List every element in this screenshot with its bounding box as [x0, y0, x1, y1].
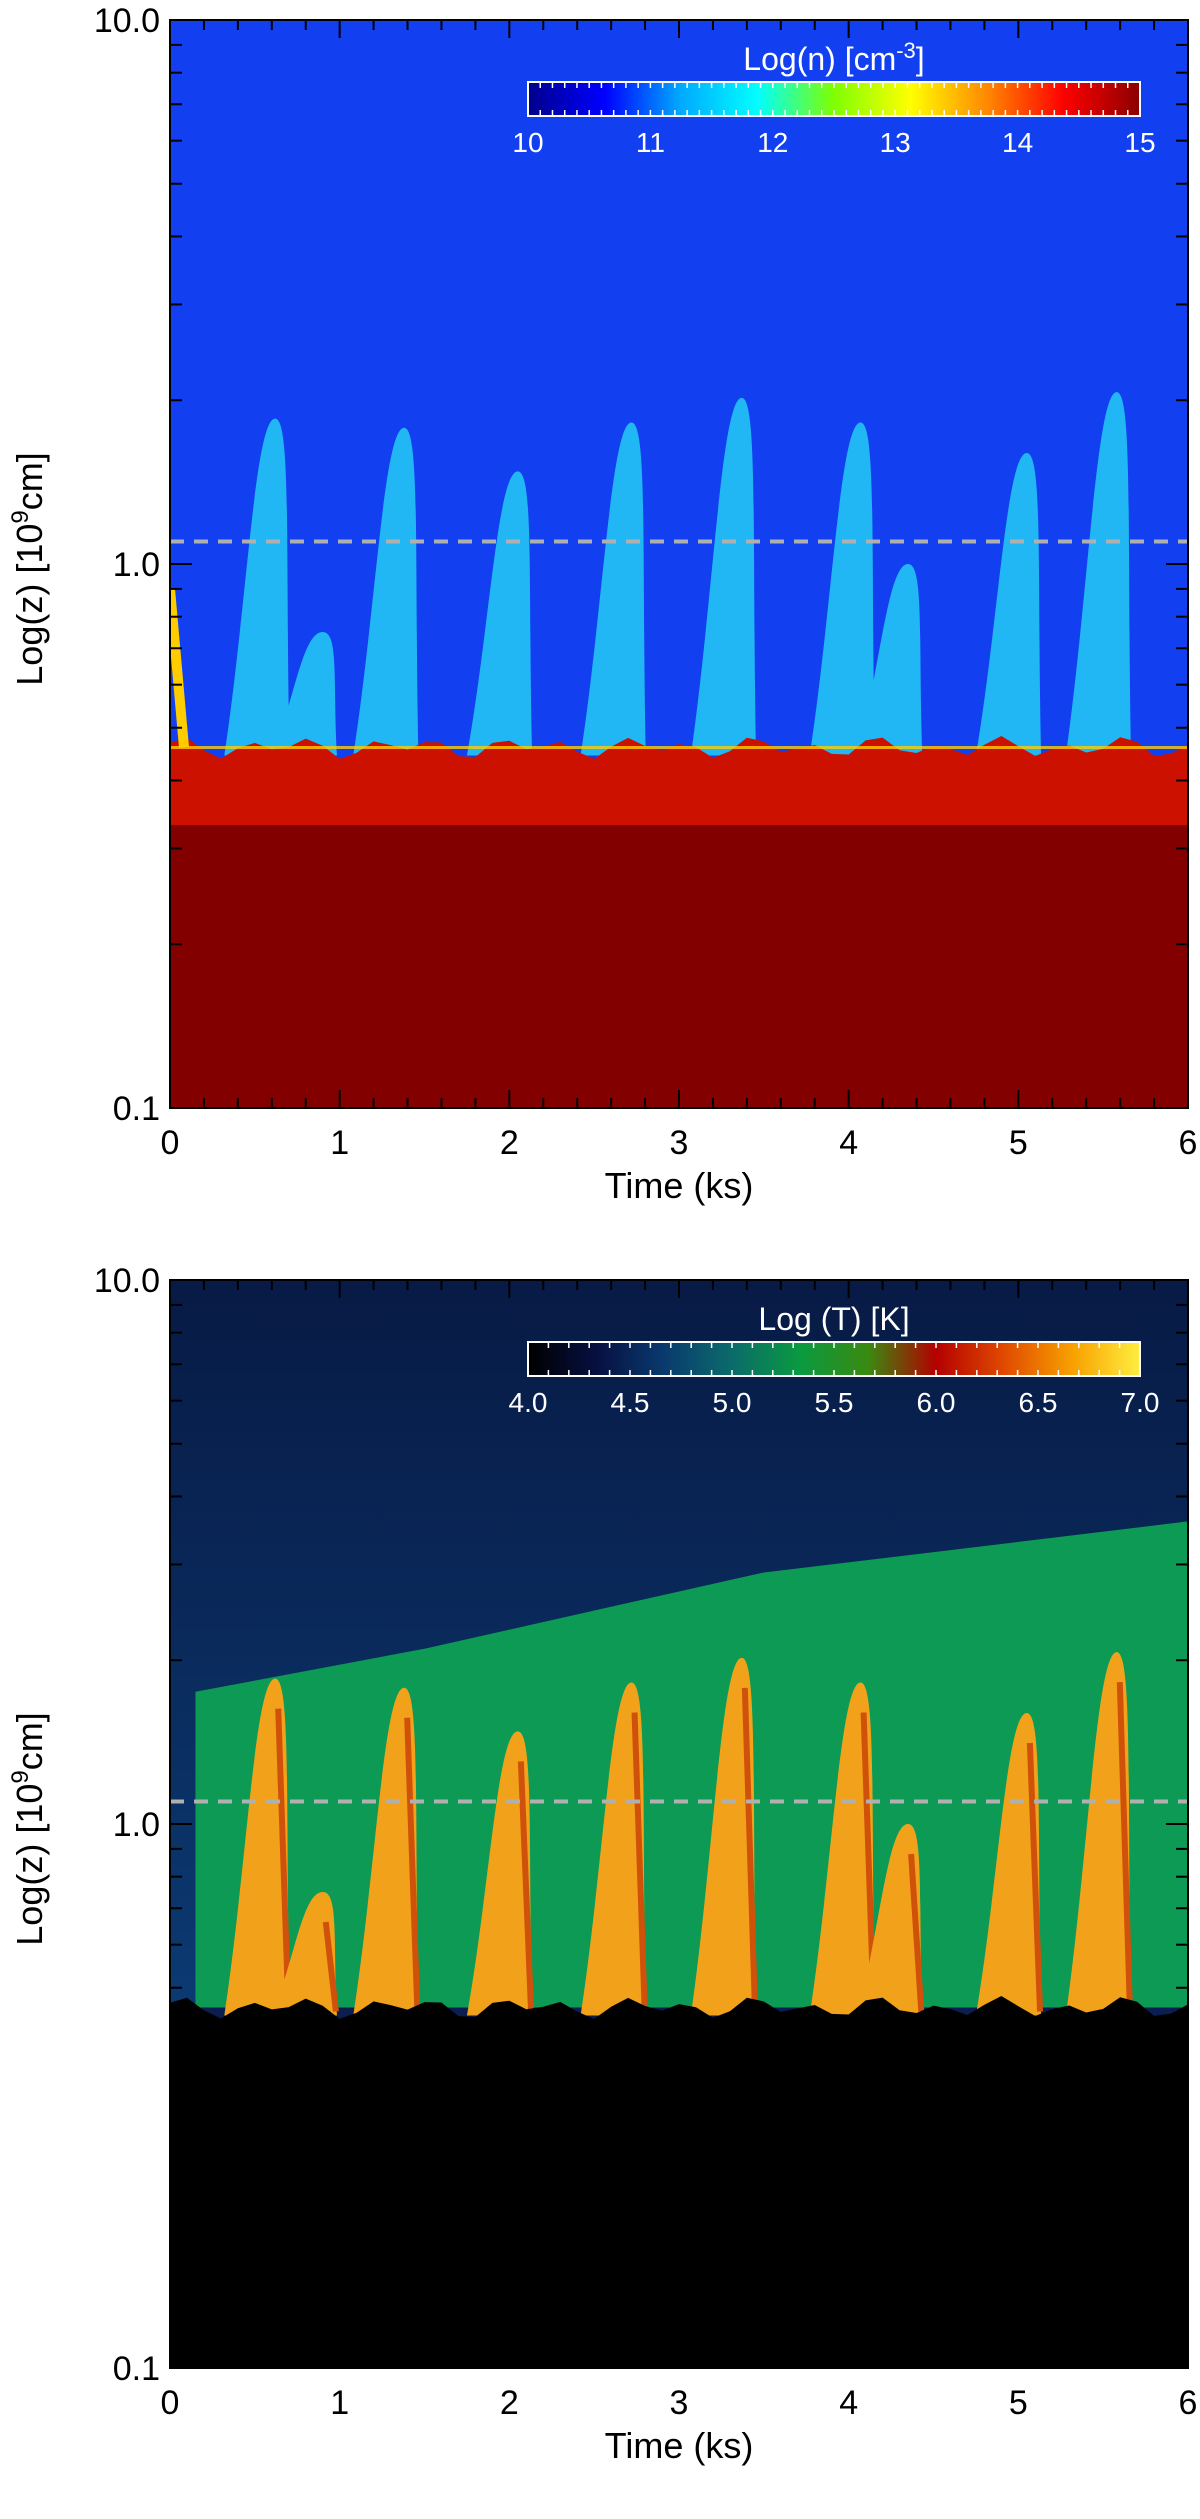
density-event-6	[809, 422, 875, 756]
density-event-1	[271, 631, 337, 756]
temperature-x-tick-label-3: 3	[670, 2384, 689, 2422]
density-y-axis-label-part: Log(z) [10	[9, 524, 50, 686]
temperature-x-tick-label-6: 6	[1179, 2384, 1198, 2422]
density-chromosphere-region	[170, 825, 1188, 1108]
temperature-colorbar-tick-label-4: 6.0	[917, 1387, 956, 1418]
temperature-event-hot-edge-5	[741, 1687, 759, 2012]
density-colorbar-tick-label-0: 10	[512, 127, 543, 158]
temperature-x-tick-label-0: 0	[161, 2384, 180, 2422]
temperature-event-1	[271, 1891, 337, 2016]
temperature-x-axis-label: Time (ks)	[605, 2425, 754, 2466]
density-colorbar-tick-label-2: 12	[757, 127, 788, 158]
temperature-event-5	[690, 1657, 757, 2016]
density-x-tick-label-0: 0	[161, 1124, 180, 1162]
temperature-y-axis-label: Log(z) [109cm]	[7, 1712, 50, 1945]
temperature-heatmap	[170, 1280, 1188, 2368]
temperature-event-8	[975, 1712, 1042, 2016]
density-colorbar-tick-label-3: 13	[880, 127, 911, 158]
temperature-event-hot-edge-7	[908, 1853, 925, 2012]
temperature-colorbar-tick-label-6: 7.0	[1121, 1387, 1160, 1418]
density-y-tick-label-1: 1.0	[113, 546, 160, 584]
density-event-4	[580, 422, 646, 756]
temperature-event-hot-edge-3	[517, 1761, 535, 2012]
temperature-event-hot-edge-0	[275, 1708, 292, 2012]
temperature-y-axis-label-part: cm]	[9, 1712, 50, 1770]
temperature-colorbar-tick-label-1: 4.5	[611, 1387, 650, 1418]
temperature-x-tick-label-4: 4	[839, 2384, 858, 2422]
density-x-tick-label-2: 2	[500, 1124, 519, 1162]
density-x-tick-label-3: 3	[670, 1124, 689, 1162]
temperature-colorbar-tick-label-0: 4.0	[509, 1387, 548, 1418]
density-y-axis-label-sup: 9	[7, 510, 34, 523]
density-event-9	[1065, 392, 1131, 756]
temperature-y-tick-label-0: 0.1	[113, 2350, 160, 2388]
temperature-y-axis-label-part: Log(z) [10	[9, 1784, 50, 1946]
temperature-y-tick-label-1: 1.0	[113, 1806, 160, 1844]
temperature-event-hot-edge-1	[322, 1921, 339, 2012]
temperature-x-tick-label-2: 2	[500, 2384, 519, 2422]
density-colorbar-label-sup: -3	[896, 38, 916, 63]
density-initial-front	[170, 588, 189, 748]
temperature-event-hot-edge-2	[404, 1717, 421, 2012]
density-colorbar-tick-label-4: 14	[1002, 127, 1033, 158]
temperature-colorbar-tick-label-5: 6.5	[1019, 1387, 1058, 1418]
density-event-0	[224, 418, 290, 756]
density-x-tick-label-5: 5	[1009, 1124, 1028, 1162]
temperature-event-6	[809, 1682, 875, 2016]
density-colorbar-tick-label-5: 15	[1124, 127, 1155, 158]
temperature-event-0	[224, 1678, 290, 2016]
density-x-axis-label: Time (ks)	[605, 1165, 754, 1206]
temperature-colorbar-tick-label-3: 5.5	[815, 1387, 854, 1418]
temperature-colorbar-label: Log (T) [K]	[758, 1301, 909, 1337]
density-y-tick-label-2: 10.0	[94, 2, 160, 40]
density-x-tick-label-1: 1	[330, 1124, 349, 1162]
temperature-colorbar-tick-label-2: 5.0	[713, 1387, 752, 1418]
temperature-event-hot-edge-8	[1026, 1742, 1044, 2012]
temperature-transition-region	[195, 1521, 1188, 2008]
temperature-y-axis-label-sup: 9	[7, 1770, 34, 1783]
temperature-event-7	[857, 1824, 923, 2016]
temperature-x-tick-label-1: 1	[330, 2384, 349, 2422]
density-colorbar-label-part: Log(n) [cm	[743, 41, 896, 77]
temperature-event-4	[580, 1682, 646, 2016]
density-x-tick-label-4: 4	[839, 1124, 858, 1162]
temperature-event-9	[1065, 1652, 1131, 2016]
density-event-5	[690, 397, 757, 756]
temperature-y-tick-label-2: 10.0	[94, 1262, 160, 1300]
density-event-8	[975, 452, 1042, 756]
density-event-2	[353, 427, 419, 756]
density-y-axis-label: Log(z) [109cm]	[7, 452, 50, 685]
density-y-tick-label-0: 0.1	[113, 1090, 160, 1128]
density-colorbar-label-part: ]	[916, 41, 925, 77]
density-heatmap	[170, 20, 1188, 1108]
temperature-event-2	[353, 1687, 419, 2016]
density-event-7	[857, 564, 923, 756]
temperature-event-hot-edge-4	[631, 1712, 648, 2012]
temperature-chromosphere-region	[170, 1995, 1188, 2368]
density-x-tick-label-6: 6	[1179, 1124, 1198, 1162]
density-colorbar-label: Log(n) [cm-3]	[743, 38, 924, 77]
temperature-x-tick-label-5: 5	[1009, 2384, 1028, 2422]
density-y-axis-label-part: cm]	[9, 452, 50, 510]
density-colorbar-tick-label-1: 11	[636, 127, 665, 158]
temperature-event-hot-edge-9	[1116, 1682, 1133, 2012]
temperature-panel: 0 1 2 3 4 5 6 0.1 1.0 10.0 Time (ks) Log(z) [109cm]…	[7, 1262, 1198, 2466]
